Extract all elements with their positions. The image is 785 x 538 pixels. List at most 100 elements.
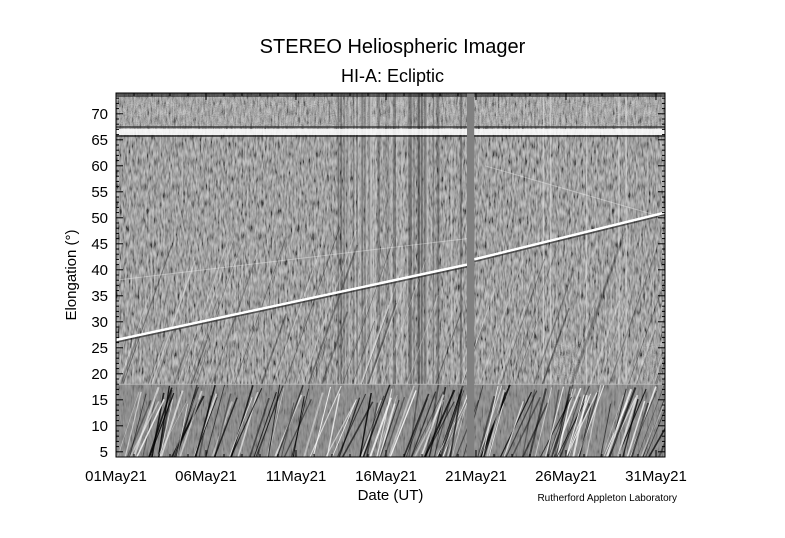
cme-track-lower [578, 391, 599, 457]
noise-streak [460, 93, 462, 385]
cme-track-upper [190, 340, 208, 385]
noise-streak [409, 93, 412, 385]
cme-track-lower [410, 391, 437, 457]
cme-track-upper [203, 255, 250, 385]
x-axis-label: Date (UT) [358, 487, 424, 504]
cme-track-upper [177, 239, 230, 385]
noise-streak [361, 93, 364, 385]
cme-track-lower [173, 398, 195, 457]
noise-streak [360, 93, 364, 385]
noise-streak [421, 93, 423, 385]
cme-track-upper [217, 330, 238, 385]
cme-track-upper [210, 341, 227, 385]
cme-track-lower [482, 385, 499, 457]
cme-track-lower [637, 385, 665, 457]
noise-streak [412, 93, 414, 385]
cme-track-lower [559, 385, 590, 457]
cme-track-upper [192, 310, 220, 385]
noise-streak [369, 93, 372, 385]
cme-track-upper [514, 315, 540, 385]
cme-track-upper [321, 311, 349, 385]
axes: 5 10 15 20 25 30 35 40 45 50 55 60 65 70 01May21 06May2… [85, 92, 687, 485]
noise-streak [426, 93, 429, 385]
cme-track-upper [195, 342, 212, 385]
noise-streak [451, 93, 453, 385]
cme-track-upper [607, 243, 658, 385]
cme-track-upper [374, 314, 401, 385]
cme-track-upper [368, 273, 409, 385]
cme-track-lower [359, 392, 372, 457]
noise-streak [344, 93, 347, 385]
cme-track-upper [272, 239, 325, 385]
cme-track-lower [436, 401, 467, 457]
cme-track-lower [230, 388, 263, 457]
cme-track-lower [658, 440, 665, 457]
cme-track-upper [210, 252, 258, 385]
cme-track-upper [271, 268, 313, 385]
cme-track-lower [601, 394, 624, 457]
noise-streak [344, 93, 346, 385]
noise-streak [451, 93, 453, 385]
cme-track-lower [176, 403, 189, 457]
cme-track-lower [413, 399, 445, 457]
cme-track-upper [427, 295, 460, 385]
cme-track-upper [310, 337, 328, 385]
cme-track-upper [623, 285, 659, 385]
cme-track-upper [296, 273, 336, 385]
bright-band-shadow [116, 126, 665, 128]
cme-track-lower [577, 384, 605, 457]
noise-streak [436, 93, 439, 385]
cme-track-lower [600, 403, 612, 457]
cme-track-lower [159, 399, 173, 457]
cme-track-lower [338, 397, 361, 457]
x-tick-label: 06May21 [175, 468, 237, 485]
upper-noise-region [116, 93, 665, 132]
noise-streak [368, 93, 372, 385]
cme-track-lower [214, 393, 232, 457]
cme-track-upper [589, 300, 621, 385]
x-tick-label: 31May21 [625, 468, 687, 485]
cme-track-lower [405, 398, 428, 457]
cme-track-lower [359, 395, 385, 457]
noise-streak [407, 93, 409, 385]
noise-streak [356, 93, 358, 385]
cme-track-lower [117, 391, 140, 457]
noise-streak [400, 93, 403, 385]
noise-streak [346, 93, 349, 385]
cme-track-upper [284, 226, 341, 385]
cme-track-lower [362, 384, 391, 457]
noise-streak [420, 93, 423, 385]
cme-track-lower [136, 399, 165, 457]
noise-streak [365, 93, 368, 385]
noise-streak [378, 93, 381, 385]
cme-track-upper [381, 260, 426, 385]
credit-text: Rutherford Appleton Laboratory [537, 493, 677, 504]
y-tick-label: 25 [91, 340, 108, 357]
noise-streak [387, 93, 390, 385]
cme-track-lower [553, 386, 571, 457]
cme-track-lower [482, 392, 507, 457]
cme-track-lower [546, 389, 560, 457]
cme-track-lower [228, 397, 253, 457]
cme-track-lower [503, 401, 524, 457]
noise-streak [347, 93, 351, 385]
cme-track-lower [505, 390, 538, 457]
y-tick-label: 15 [91, 392, 108, 409]
cme-track-lower [331, 399, 357, 457]
vertical-artifact [625, 93, 627, 457]
cme-track-upper [533, 269, 575, 385]
cme-track-lower [375, 394, 398, 457]
cme-track-upper [117, 341, 134, 385]
cme-track-lower [157, 389, 173, 457]
cme-track-lower [126, 400, 152, 457]
cme-track-lower [544, 386, 565, 457]
cme-track-lower [292, 396, 305, 457]
cme-track-lower [605, 388, 633, 457]
bright-band [116, 129, 665, 135]
cme-track-lower [477, 395, 496, 457]
noise-streak [433, 93, 435, 385]
cme-track-lower [585, 384, 602, 457]
cme-track-lower [565, 394, 585, 457]
cme-track-upper [354, 314, 380, 385]
noise-streak [417, 93, 420, 385]
